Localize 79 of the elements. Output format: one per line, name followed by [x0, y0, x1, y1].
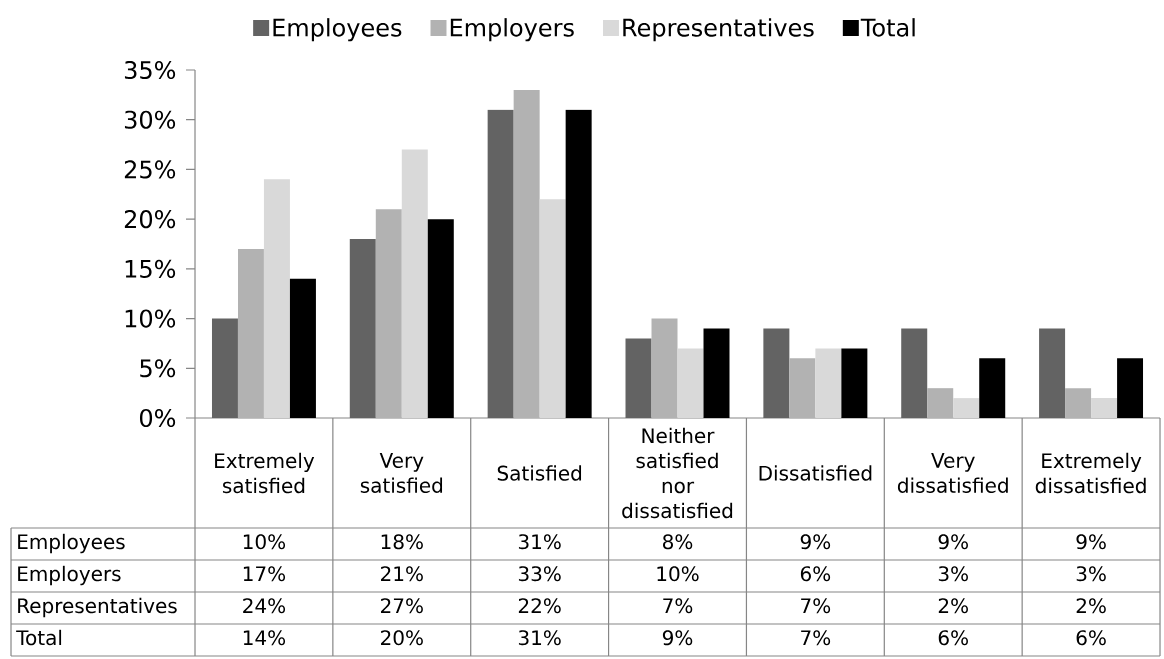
bar — [979, 358, 1006, 418]
data-label: 7% — [663, 598, 693, 614]
legend-label: Employees — [273, 18, 402, 42]
data-label: 22% — [518, 598, 561, 614]
data-label: 14% — [243, 630, 286, 646]
data-label: 18% — [381, 534, 423, 550]
data-label: 7% — [801, 630, 831, 646]
data-label: 27% — [381, 598, 423, 614]
data-label: 33% — [518, 566, 561, 582]
x-tick-label: Very dissatisfied — [897, 453, 1008, 493]
bar — [927, 388, 954, 418]
data-label: 17% — [243, 566, 286, 582]
bar — [841, 348, 868, 418]
data-label: 7% — [801, 598, 831, 614]
bar — [1117, 358, 1144, 418]
data-label: 2% — [1076, 598, 1106, 614]
text: Total — [16, 629, 62, 646]
data-label: 8% — [663, 534, 693, 550]
data-label: 24% — [243, 598, 286, 614]
data-label: 9% — [800, 534, 831, 550]
bar — [1039, 328, 1066, 418]
y-tick-label: 15% — [125, 259, 176, 278]
data-label: 20% — [381, 630, 423, 646]
bar — [349, 239, 376, 418]
y-tick-label: 5% — [140, 359, 176, 378]
data-label: 3% — [1076, 566, 1106, 582]
y-tick-label: 25% — [124, 160, 176, 179]
bar — [237, 248, 264, 418]
bar — [953, 398, 980, 418]
bar — [703, 328, 730, 418]
bar — [565, 109, 592, 418]
legend-label: Employers — [450, 18, 574, 42]
data-label: 31% — [518, 534, 561, 550]
bar — [1065, 388, 1092, 418]
data-label: 3% — [938, 566, 968, 582]
text: Employees — [18, 533, 125, 554]
y-tick-label: 30% — [124, 110, 176, 129]
y-tick-label: 35% — [124, 60, 176, 80]
x-tick-label: Extremely dissatisfied — [1035, 452, 1146, 494]
data-label: 6% — [938, 630, 968, 646]
y-tick-label: 10% — [125, 309, 176, 328]
x-tick-label: Satisfied — [497, 465, 582, 481]
bar — [1091, 398, 1118, 418]
bar — [815, 348, 842, 418]
data-label: 10% — [657, 566, 699, 582]
data-label: 31% — [518, 630, 561, 646]
x-tick-label: Very satisfied — [360, 453, 443, 493]
bar — [789, 358, 816, 418]
bar — [263, 179, 290, 418]
bar — [677, 348, 704, 418]
x-tick-label: Neither satisfied nor dissatisfied — [622, 427, 733, 519]
bar — [651, 318, 678, 418]
data-label: 10% — [243, 534, 286, 550]
data-label: 9% — [662, 630, 693, 646]
x-tick-label: Dissatisfied — [759, 465, 872, 481]
legend-label: Representatives — [623, 18, 814, 42]
y-tick-label: 0% — [139, 408, 176, 428]
bar — [375, 209, 402, 418]
data-label: 9% — [938, 534, 968, 550]
bar — [211, 318, 238, 418]
bar — [539, 199, 566, 418]
bar — [513, 89, 540, 418]
bar — [487, 109, 514, 418]
text: Representatives — [18, 597, 177, 618]
text: Employers — [18, 565, 121, 586]
data-label: 6% — [1076, 630, 1106, 646]
bar — [901, 328, 928, 418]
data-label: 9% — [1076, 534, 1106, 550]
bar — [625, 338, 652, 418]
y-tick-label: 20% — [124, 210, 176, 229]
data-label: 6% — [800, 566, 831, 582]
data-label: 21% — [381, 566, 423, 582]
bar — [289, 278, 316, 418]
x-tick-label: Extremely satisfied — [215, 452, 315, 494]
legend-label: Total — [860, 18, 915, 37]
bar — [401, 149, 428, 418]
bar — [763, 328, 790, 418]
data-label: 2% — [938, 598, 968, 614]
bar — [427, 219, 454, 418]
